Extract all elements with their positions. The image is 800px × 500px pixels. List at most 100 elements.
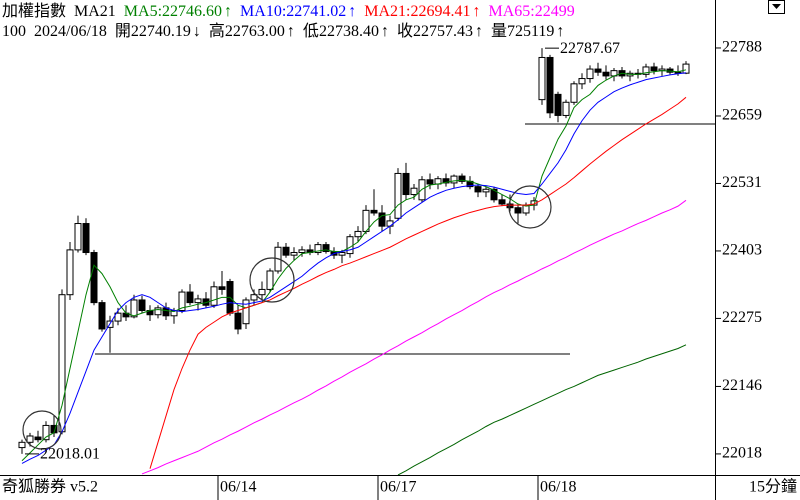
candle-body — [18, 441, 26, 449]
legend-name: MA10 — [240, 3, 282, 20]
candle-body — [218, 286, 226, 290]
candle-body — [386, 220, 394, 227]
volume-arrow: ↑ — [556, 23, 564, 40]
candle-body — [42, 424, 50, 441]
icon-arrow[interactable] — [772, 4, 781, 9]
legend-separator: : — [530, 3, 534, 20]
legend-value: 22746.60 — [162, 3, 222, 20]
candle-body — [514, 207, 522, 214]
footer-left: 奇狐勝券 v5.2 — [2, 478, 98, 496]
candle-body — [594, 68, 602, 73]
quote-arrow: ↑ — [381, 23, 389, 40]
quote-value: 22740.19 — [131, 23, 191, 40]
ma-line — [149, 96, 687, 469]
y-tick-label: 22018 — [722, 445, 762, 462]
candle-body — [250, 294, 258, 301]
candle-body — [682, 63, 690, 74]
candle-body — [66, 249, 74, 296]
quote-value: 22738.40 — [319, 23, 379, 40]
candle-body — [34, 436, 42, 441]
extreme-label: 22018.01 — [40, 446, 100, 463]
y-tick-label: 22659 — [722, 107, 762, 124]
legend-value: 22694.41 — [411, 3, 471, 20]
candle-body — [490, 188, 498, 201]
candle-body — [74, 223, 82, 251]
quote-arrow: ↓ — [193, 23, 201, 40]
header-line: 100 2024/06/18 開22740.19 ↓ 高22763.00 ↑ 低22738.… — [2, 22, 564, 40]
candle-body — [394, 172, 402, 219]
candle-body — [378, 212, 386, 227]
candle-body — [314, 244, 322, 254]
candle-body — [562, 101, 570, 116]
candle-body — [354, 230, 362, 238]
legend-separator: : — [406, 3, 410, 20]
plot-area — [18, 48, 715, 475]
candle-body — [578, 78, 586, 85]
legend-arrow: ↑ — [348, 3, 356, 20]
candle-body — [482, 188, 490, 193]
legend-separator: : — [282, 3, 286, 20]
candle-body — [498, 199, 506, 205]
menu-icon[interactable] — [768, 0, 785, 14]
candle-body — [602, 71, 610, 77]
candle-body — [322, 244, 330, 252]
legend-arrow: ↑ — [224, 3, 232, 20]
volume-value: 725119 — [507, 23, 554, 40]
x-tick-label: 06/14 — [220, 479, 256, 496]
highlight-circle — [22, 410, 62, 450]
quote-label: 開 — [115, 23, 131, 40]
header-line: 加權指數 MA21 MA5:22746.60 ↑ MA10:22741.02 ↑ MA21:… — [2, 2, 575, 20]
quote-arrow: ↑ — [287, 23, 295, 40]
quote-value: 22763.00 — [225, 23, 285, 40]
candle-body — [266, 270, 274, 290]
candle-body — [210, 286, 218, 306]
x-tick-label: 06/17 — [380, 479, 416, 496]
quote-arrow: ↑ — [475, 23, 483, 40]
candle-body — [186, 291, 194, 304]
indicator: MA21 — [74, 3, 116, 20]
candle-body — [370, 209, 378, 214]
candle-body — [298, 249, 306, 254]
candle-body — [458, 175, 466, 182]
candle-body — [154, 307, 162, 316]
candle-body — [554, 93, 562, 116]
candle-body — [138, 299, 146, 312]
y-tick-label: 22146 — [722, 377, 762, 394]
candle-body — [650, 66, 658, 72]
quote-value: 22757.43 — [413, 23, 473, 40]
candle-body — [506, 203, 514, 209]
y-tick-label: 22788 — [722, 39, 762, 56]
legend-name: MA21 — [364, 3, 406, 20]
candle-body — [474, 186, 482, 193]
quote-label: 收 — [397, 22, 413, 40]
y-tick-label: 22275 — [722, 309, 762, 326]
legend-separator: : — [158, 3, 162, 20]
candle-body — [410, 187, 418, 196]
ma-line — [21, 72, 687, 464]
candle-body — [242, 299, 250, 325]
candle-body — [194, 298, 202, 304]
quote-date: 2024/06/18 — [34, 23, 107, 40]
legend-name: MA5 — [124, 3, 158, 20]
legend-value: 22741.02 — [286, 3, 346, 20]
legend-value: 22499 — [535, 3, 575, 20]
legend-name: MA65 — [489, 3, 531, 20]
candle-body — [290, 252, 298, 256]
candle-body — [178, 291, 186, 312]
candle-body — [82, 223, 90, 254]
ma-line — [141, 199, 687, 475]
candle-body — [674, 71, 682, 74]
candle-body — [234, 312, 242, 330]
candle-body — [90, 252, 98, 304]
candle-body — [26, 435, 34, 443]
chart-title: 加權指數 — [2, 2, 66, 20]
candle-body — [130, 299, 138, 318]
candle-body — [442, 178, 450, 184]
candle-body — [570, 83, 578, 103]
highlight-circle — [249, 257, 295, 303]
legend-arrow: ↑ — [473, 3, 481, 20]
candle-body — [402, 172, 410, 196]
candle-body — [114, 312, 122, 322]
quote-label: 高 — [209, 22, 225, 40]
footer-right: 15分鐘 — [749, 478, 797, 496]
